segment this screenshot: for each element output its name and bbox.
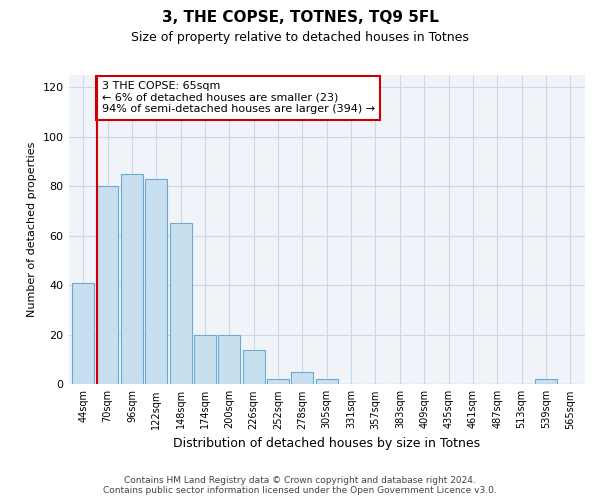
Y-axis label: Number of detached properties: Number of detached properties [27, 142, 37, 318]
Bar [316, 380, 338, 384]
Bar [170, 224, 191, 384]
Bar [267, 380, 289, 384]
Text: Contains HM Land Registry data © Crown copyright and database right 2024.
Contai: Contains HM Land Registry data © Crown c… [103, 476, 497, 495]
Bar [535, 380, 557, 384]
Bar [145, 179, 167, 384]
Text: Size of property relative to detached houses in Totnes: Size of property relative to detached ho… [131, 31, 469, 44]
Bar [292, 372, 313, 384]
Bar [72, 283, 94, 384]
Bar [121, 174, 143, 384]
Bar [243, 350, 265, 384]
Bar [194, 335, 216, 384]
Text: 3 THE COPSE: 65sqm
← 6% of detached houses are smaller (23)
94% of semi-detached: 3 THE COPSE: 65sqm ← 6% of detached hous… [102, 81, 375, 114]
X-axis label: Distribution of detached houses by size in Totnes: Distribution of detached houses by size … [173, 437, 481, 450]
Text: 3, THE COPSE, TOTNES, TQ9 5FL: 3, THE COPSE, TOTNES, TQ9 5FL [161, 10, 439, 25]
Bar [218, 335, 240, 384]
Bar [97, 186, 118, 384]
